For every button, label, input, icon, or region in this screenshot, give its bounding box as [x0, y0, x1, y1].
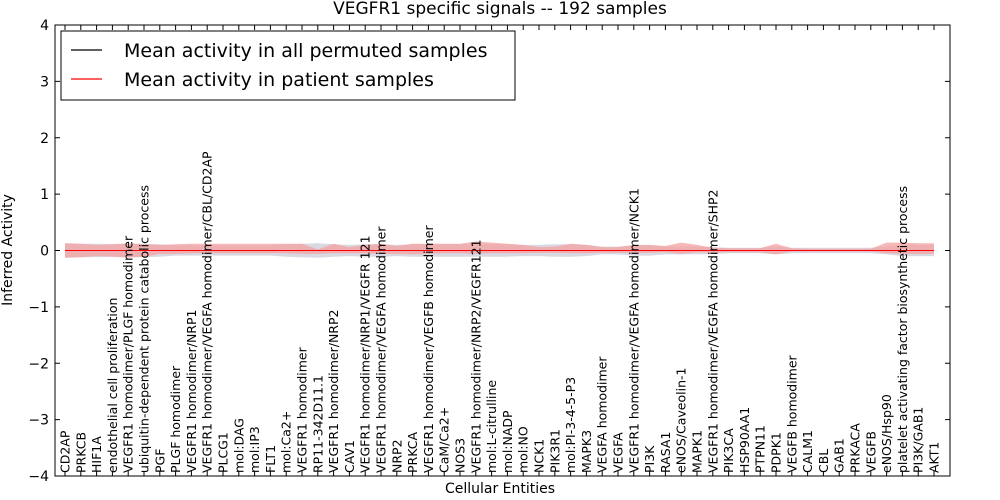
x-tick-label: HIF1A [89, 436, 104, 473]
x-tick-label: VEGFB homodimer [784, 354, 799, 473]
x-tick-label: mol:NO [516, 426, 531, 473]
x-tick-label: VEGFR1 homodimer/NRP1/VEGFR 121 [358, 235, 373, 473]
x-tick-label: CaM/Ca2+ [437, 407, 452, 473]
x-tick-label: VEGFR1 homodimer/VEGFA homodimer/CBL/CD2… [200, 151, 215, 473]
x-tick-label: NCK1 [532, 439, 547, 473]
x-tick-label: MAPK3 [579, 430, 594, 473]
x-tick-label: NRP2 [389, 439, 404, 473]
x-tick-label: MAPK1 [690, 430, 705, 473]
y-tick-label: 3 [40, 74, 49, 90]
x-tick-label: ubiquitin-dependent protein catabolic pr… [137, 185, 152, 473]
x-tick-label: VEGFR1 homodimer [295, 346, 310, 473]
x-tick-label: CALM1 [800, 430, 815, 473]
x-tick-label: VEGFR1 homodimer/NRP2/VEGFR121 [468, 239, 483, 473]
x-tick-label: PLGF homodimer [168, 365, 183, 473]
x-tick-label: RP11-342D11.1 [310, 375, 325, 473]
x-tick-label: FLT1 [263, 445, 278, 473]
x-tick-label: VEGFR1 homodimer/NRP2 [326, 310, 341, 473]
x-tick-label: PRKCA [405, 432, 420, 473]
x-tick-label: HSP90AA1 [737, 407, 752, 473]
x-tick-label: VEGFA [611, 432, 626, 473]
x-tick-label: PRKCB [73, 432, 88, 473]
x-tick-label: mol:IP3 [247, 426, 262, 473]
x-tick-label: VEGFR1 homodimer/VEGFA homodimer/NCK1 [626, 188, 641, 473]
x-tick-label: mol:Ca2+ [279, 411, 294, 473]
x-tick-label: VEGFR1 homodimer/PLGF homodimer [121, 235, 136, 473]
x-tick-label: CAV1 [342, 440, 357, 473]
x-tick-label: endothelial cell proliferation [105, 298, 120, 473]
x-tick-label: mol:PI-3-4-5-P3 [563, 377, 578, 473]
x-tick-label: PIK3R1 [547, 429, 562, 473]
legend-frame [60, 30, 516, 101]
x-tick-label: PRKACA [848, 423, 863, 473]
x-tick-label: eNOS/Caveolin-1 [674, 368, 689, 473]
x-tick-label: eNOS/Hsp90 [879, 394, 894, 473]
x-tick-label: NOS3 [453, 438, 468, 473]
y-tick-label: −3 [28, 413, 49, 429]
y-tick-label: 2 [40, 131, 49, 147]
x-tick-label: PIK3CA [721, 428, 736, 473]
x-tick-label: GAB1 [832, 438, 847, 473]
y-tick-label: 4 [40, 18, 49, 34]
x-tick-label: AKT1 [927, 442, 942, 473]
legend: Mean activity in all permuted samples Me… [60, 30, 516, 101]
x-tick-label: mol:DAG [231, 418, 246, 473]
x-tick-label: mol:L-citrulline [484, 380, 499, 473]
y-axis-label: Inferred Activity [0, 194, 16, 306]
x-tick-label: PDPK1 [769, 432, 784, 473]
x-tick-label: mol:NADP [500, 410, 515, 473]
legend-label-permuted: Mean activity in all permuted samples [124, 40, 487, 62]
x-tick-label: VEGFB [863, 431, 878, 473]
x-tick-label: CBL [816, 449, 831, 473]
y-tick-label: −4 [28, 469, 49, 485]
chart-title: VEGFR1 specific signals -- 192 samples [333, 0, 667, 19]
x-tick-label: PI3K [642, 445, 657, 473]
y-tick-label: −2 [28, 356, 49, 372]
x-tick-label: VEGFA homodimer [595, 356, 610, 473]
x-tick-label: VEGFR1 homodimer/VEGFA homodimer [374, 226, 389, 473]
x-tick-label: PLCG1 [216, 432, 231, 473]
x-tick-label: RASA1 [658, 432, 673, 473]
y-tick-label: 0 [40, 244, 49, 260]
y-tick-label: −1 [28, 300, 49, 316]
legend-label-patient: Mean activity in patient samples [124, 69, 434, 91]
x-tick-label: platelet activating factor biosynthetic … [895, 186, 910, 473]
x-tick-label: CD2AP [58, 430, 73, 473]
x-axis-label: Cellular Entities [445, 481, 555, 497]
y-tick-label: 1 [40, 187, 49, 203]
patient-band [65, 241, 934, 258]
x-tick-label: VEGFR1 homodimer/VEGFB homodimer [421, 225, 436, 473]
x-tick-label: VEGFR1 homodimer/VEGFA homodimer/SHP2 [705, 189, 720, 473]
x-tick-label: PGF [152, 449, 167, 473]
x-tick-label: PTPN11 [753, 425, 768, 473]
x-tick-label: PI3K/GAB1 [911, 407, 926, 473]
x-tick-label: VEGFR1 homodimer/NRP1 [184, 310, 199, 473]
